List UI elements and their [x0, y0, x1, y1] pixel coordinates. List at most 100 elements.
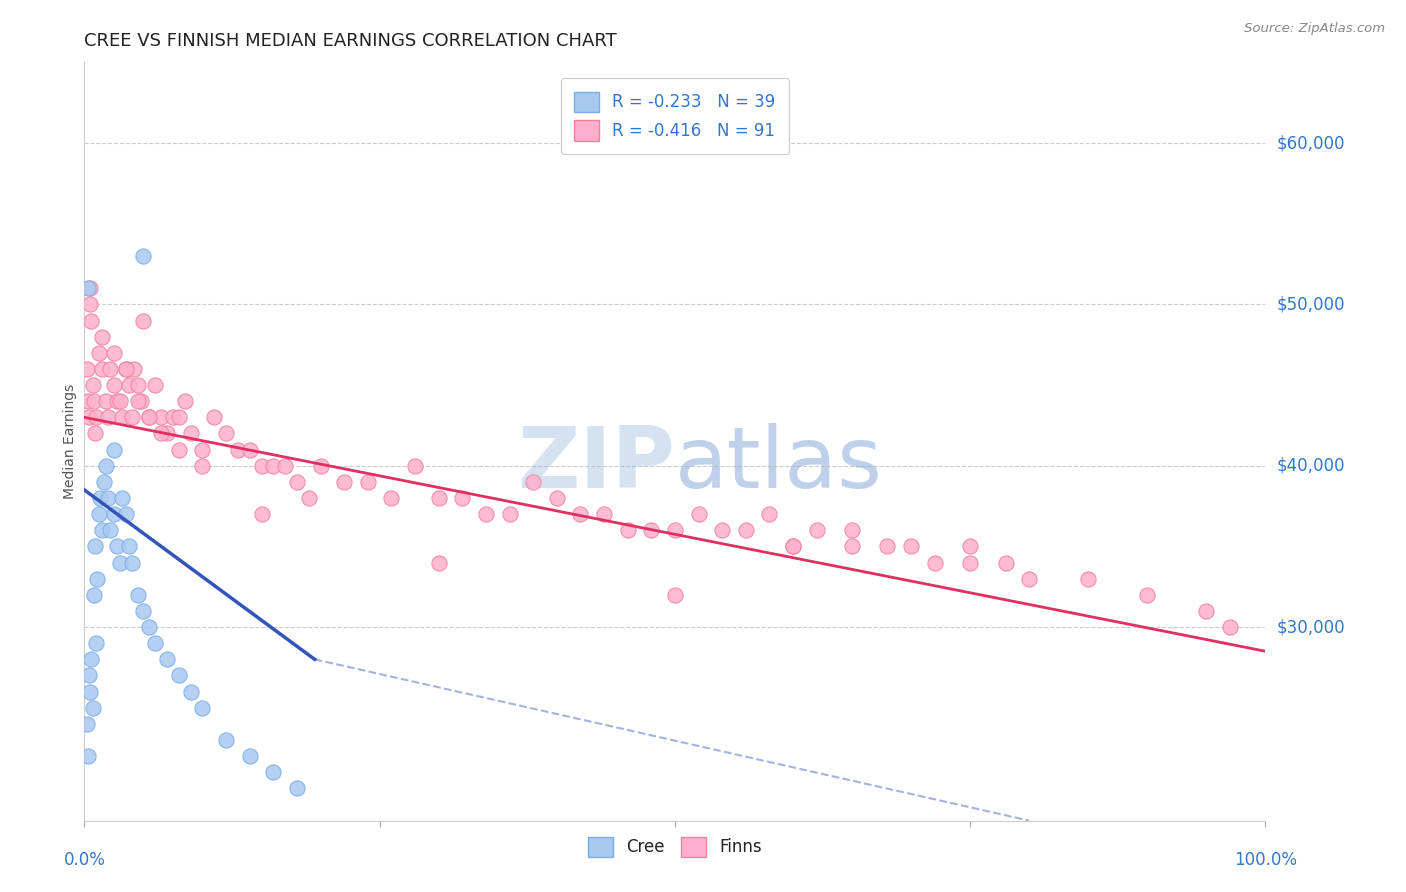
Point	[103, 346, 125, 360]
Point	[664, 588, 686, 602]
Point	[114, 507, 136, 521]
Point	[94, 458, 117, 473]
Text: ZIP: ZIP	[517, 423, 675, 506]
Point	[1077, 572, 1099, 586]
Point	[226, 442, 249, 457]
Legend: Cree, Finns: Cree, Finns	[579, 829, 770, 865]
Point	[121, 556, 143, 570]
Point	[91, 329, 114, 343]
Point	[77, 668, 100, 682]
Point	[1018, 572, 1040, 586]
Point	[427, 556, 450, 570]
Point	[127, 378, 149, 392]
Point	[167, 410, 190, 425]
Point	[688, 507, 710, 521]
Point	[333, 475, 356, 489]
Point	[711, 523, 734, 537]
Point	[107, 394, 129, 409]
Point	[498, 507, 520, 521]
Point	[118, 378, 141, 392]
Point	[82, 378, 104, 392]
Point	[357, 475, 380, 489]
Point	[87, 507, 110, 521]
Point	[103, 507, 125, 521]
Point	[150, 410, 173, 425]
Point	[806, 523, 828, 537]
Point	[132, 604, 155, 618]
Point	[84, 540, 107, 554]
Point	[285, 475, 308, 489]
Point	[129, 394, 152, 409]
Point	[758, 507, 780, 521]
Point	[215, 426, 238, 441]
Point	[80, 313, 103, 327]
Point	[616, 523, 638, 537]
Point	[80, 652, 103, 666]
Text: 100.0%: 100.0%	[1234, 851, 1296, 869]
Text: $30,000: $30,000	[1277, 618, 1346, 636]
Point	[215, 733, 238, 747]
Point	[285, 781, 308, 796]
Point	[250, 507, 273, 521]
Point	[167, 442, 190, 457]
Point	[86, 572, 108, 586]
Point	[876, 540, 898, 554]
Point	[191, 442, 214, 457]
Point	[76, 362, 98, 376]
Point	[167, 668, 190, 682]
Point	[108, 556, 131, 570]
Point	[640, 523, 662, 537]
Point	[91, 362, 114, 376]
Point	[98, 362, 121, 376]
Point	[900, 540, 922, 554]
Point	[84, 636, 107, 650]
Point	[191, 458, 214, 473]
Point	[76, 716, 98, 731]
Point	[84, 410, 107, 425]
Point	[180, 426, 202, 441]
Point	[994, 556, 1017, 570]
Point	[150, 426, 173, 441]
Point	[239, 442, 262, 457]
Point	[959, 540, 981, 554]
Point	[79, 297, 101, 311]
Point	[108, 394, 131, 409]
Point	[91, 523, 114, 537]
Point	[114, 362, 136, 376]
Point	[162, 410, 184, 425]
Point	[79, 684, 101, 698]
Point	[77, 410, 100, 425]
Point	[262, 458, 284, 473]
Point	[84, 426, 107, 441]
Point	[89, 491, 111, 505]
Text: Source: ZipAtlas.com: Source: ZipAtlas.com	[1244, 22, 1385, 36]
Point	[77, 281, 100, 295]
Point	[82, 700, 104, 714]
Point	[114, 362, 136, 376]
Point	[593, 507, 616, 521]
Text: atlas: atlas	[675, 423, 883, 506]
Point	[121, 410, 143, 425]
Point	[111, 491, 134, 505]
Point	[274, 458, 297, 473]
Point	[143, 636, 166, 650]
Point	[127, 588, 149, 602]
Point	[111, 410, 134, 425]
Text: $40,000: $40,000	[1277, 457, 1346, 475]
Point	[156, 426, 179, 441]
Point	[132, 313, 155, 327]
Point	[87, 346, 110, 360]
Point	[239, 749, 262, 764]
Text: $50,000: $50,000	[1277, 295, 1346, 313]
Point	[138, 410, 160, 425]
Point	[782, 540, 804, 554]
Point	[127, 394, 149, 409]
Point	[664, 523, 686, 537]
Point	[118, 540, 141, 554]
Point	[309, 458, 332, 473]
Point	[1136, 588, 1159, 602]
Point	[107, 540, 129, 554]
Point	[298, 491, 321, 505]
Point	[98, 523, 121, 537]
Point	[77, 749, 100, 764]
